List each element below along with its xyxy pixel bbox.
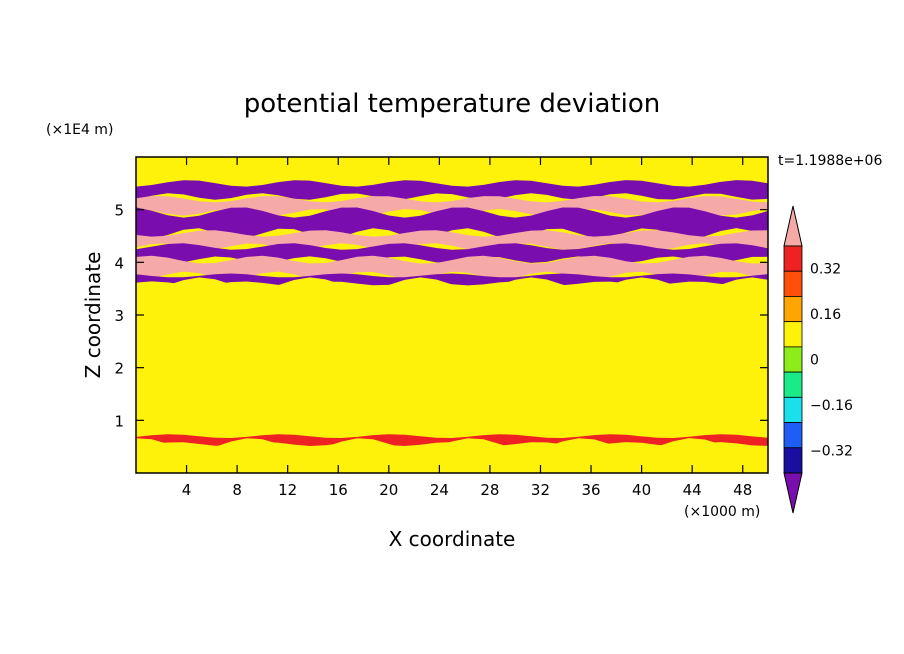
x-tick-label: 28 (480, 481, 499, 499)
x-tick-label: 32 (531, 481, 550, 499)
x-tick-label: 12 (278, 481, 297, 499)
x-tick-label: 40 (632, 481, 651, 499)
colorbar-swatch (783, 422, 803, 449)
contour-layer (136, 438, 768, 473)
x-tick-label: 20 (379, 481, 398, 499)
x-axis-label: X coordinate (389, 527, 516, 551)
x-tick-label: 24 (430, 481, 449, 499)
colorbar-swatch (783, 346, 803, 373)
colorbar-tick-label: 0.32 (810, 262, 841, 278)
contour-layer (136, 207, 768, 239)
y-axis-label: Z coordinate (81, 252, 105, 379)
contour-layer (136, 157, 768, 184)
contour-layer (136, 196, 768, 216)
x-tick-label: 44 (683, 481, 702, 499)
contour-layer (136, 434, 768, 446)
x-tick-label: 4 (182, 481, 192, 499)
contour-layer (136, 255, 768, 280)
chart-title: potential temperature deviation (244, 89, 660, 119)
colorbar-swatch (783, 321, 803, 348)
y-tick-label: 2 (114, 360, 124, 378)
y-tick-label: 5 (114, 202, 124, 220)
x-tick-label: 48 (733, 481, 752, 499)
y-axis-ticks: 1 2 3 4 5 (114, 202, 768, 430)
x-tick-label: 36 (581, 481, 600, 499)
colorbar: 0.32 0.16 0 −0.16 −0.32 (783, 205, 853, 514)
x-tick-label: 16 (329, 481, 348, 499)
colorbar-swatch (783, 245, 803, 272)
colorbar-swatch (783, 270, 803, 297)
contour-layer (136, 277, 768, 443)
y-tick-label: 3 (114, 307, 124, 325)
x-tick-label: 8 (232, 481, 242, 499)
colorbar-tick-label: 0.16 (810, 307, 841, 323)
colorbar-swatch (783, 396, 803, 423)
colorbar-swatch (783, 296, 803, 323)
colorbar-swatch (783, 371, 803, 398)
contour-layer (136, 180, 768, 200)
colorbar-swatch (783, 447, 803, 474)
colorbar-tick-label: −0.16 (810, 398, 853, 414)
colorbar-tick-label: −0.32 (810, 443, 853, 459)
x-unit-label: (×1000 m) (684, 504, 760, 520)
y-unit-label: (×1E4 m) (46, 122, 113, 138)
colorbar-tick-label: 0 (810, 353, 819, 369)
y-tick-label: 1 (114, 412, 124, 430)
colorbar-max-arrow (783, 205, 803, 247)
time-label: t=1.1988e+06 (778, 153, 882, 169)
x-axis-ticks: 4 8 12 16 20 24 28 32 36 40 44 48 (182, 157, 752, 499)
colorbar-min-arrow (783, 472, 803, 514)
contour-field (136, 157, 768, 473)
y-tick-label: 4 (114, 254, 124, 272)
